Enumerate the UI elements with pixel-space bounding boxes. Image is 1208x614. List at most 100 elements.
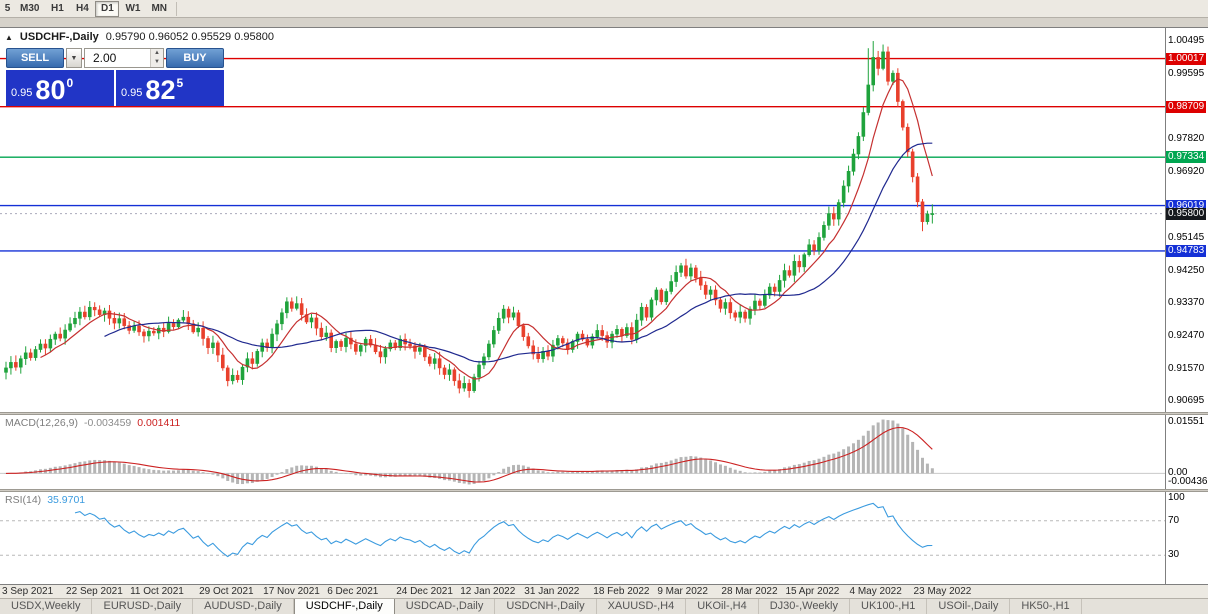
chart-tab[interactable]: USDCNH-,Daily [495, 599, 597, 614]
chart-header: ▲ USDCHF-,Daily 0.95790 0.96052 0.95529 … [5, 31, 274, 43]
date-label: 9 Mar 2022 [657, 586, 708, 597]
price-axis-label: 0.93370 [1168, 296, 1205, 308]
price-axis-label: 0.94250 [1168, 264, 1205, 276]
date-label: 31 Jan 2022 [524, 586, 580, 597]
lot-size-value: 2.00 [93, 51, 117, 65]
rsi-axis-label: 30 [1168, 549, 1180, 561]
price-axis-label: 0.92470 [1168, 329, 1205, 341]
macd-axis-label: 0.00 [1168, 467, 1188, 479]
macd-label: MACD(12,26,9) [5, 417, 78, 429]
stepper-down-icon[interactable]: ▼ [151, 58, 163, 67]
macd-header: MACD(12,26,9) -0.003459 0.001411 [5, 417, 180, 429]
timeframe-button-d1[interactable]: D1 [95, 0, 120, 17]
buy-price-sup: 5 [176, 76, 184, 90]
date-label: 18 Feb 2022 [593, 586, 650, 597]
timeframe-button-w1[interactable]: W1 [125, 3, 141, 14]
chart-tab[interactable]: USOil-,Daily [927, 599, 1011, 614]
price-line-label: 0.98709 [1166, 100, 1207, 113]
rsi-axis[interactable]: 100 70 30 [1166, 492, 1208, 584]
timeframe-button-h1[interactable]: H1 [51, 3, 64, 14]
chart-tab-bar: USDX,Weekly EURUSD-,Daily AUDUSD-,Daily USD… [0, 598, 1208, 614]
chart-tab[interactable]: USDCHF-,Daily [293, 599, 395, 614]
macd-axis-label: -0.00436 [1168, 476, 1208, 487]
sell-price-big: 80 [35, 75, 66, 105]
lot-stepper[interactable]: ▲ ▼ [150, 49, 163, 67]
price-axis-label: 0.91570 [1168, 363, 1205, 374]
sell-price-sup: 0 [66, 76, 74, 90]
price-axis-label: 0.90695 [1168, 395, 1205, 407]
date-label: 17 Nov 2021 [263, 586, 320, 597]
buy-price-big: 82 [145, 75, 176, 105]
date-label: 3 Sep 2021 [2, 586, 54, 597]
timeframe-button-5[interactable]: 5 [4, 3, 11, 14]
panel-splitter[interactable] [0, 489, 1208, 492]
macd-main-value: -0.003459 [83, 417, 132, 429]
buy-price-prefix: 0.95 [121, 87, 143, 99]
chart-ohlc-values: 0.95790 0.96052 0.95529 0.95800 [105, 31, 274, 43]
rsi-label: RSI(14) [5, 494, 42, 506]
timeframe-toolbar: 5 M30 H1 H4 D1 W1 MN [0, 0, 1208, 18]
price-axis-label: 1.00495 [1168, 35, 1205, 47]
price-axis-label: 0.97820 [1168, 133, 1205, 145]
price-line-label: 1.00017 [1166, 52, 1207, 65]
macd-signal-value: 0.001411 [137, 417, 181, 429]
macd-axis[interactable]: 0.01551 0.00 -0.00436 [1166, 415, 1208, 489]
chart-border-top [0, 27, 1208, 28]
chart-tab[interactable]: EURUSD-,Daily [92, 599, 194, 614]
date-label: 15 Apr 2022 [785, 586, 840, 597]
rsi-chart[interactable] [0, 492, 1165, 584]
rsi-axis-label: 70 [1168, 514, 1180, 526]
chevron-down-icon: ▼ [70, 54, 78, 62]
date-label: 24 Dec 2021 [396, 586, 453, 597]
timeframe-button-m30[interactable]: M30 [20, 3, 40, 14]
price-line-label: 0.94783 [1166, 244, 1207, 257]
chart-tab[interactable]: XAUUSD-,H4 [597, 599, 687, 614]
rsi-value: 35.9701 [47, 494, 86, 506]
one-click-trading-panel: SELL ▼ 2.00 ▲ ▼ BUY 0.95 80 0 [6, 48, 224, 106]
chart-tab[interactable]: USDCAD-,Daily [395, 599, 496, 614]
lot-size-input[interactable]: 2.00 ▲ ▼ [84, 48, 164, 68]
macd-axis-label: 0.01551 [1168, 416, 1205, 427]
panel-splitter[interactable] [0, 412, 1208, 415]
date-label: 4 May 2022 [849, 586, 902, 597]
price-axis[interactable]: 1.00495 1.00017 0.99595 0.98709 0.97820 0.973… [1166, 28, 1208, 412]
order-type-dropdown[interactable]: ▼ [66, 48, 82, 68]
date-label: 6 Dec 2021 [327, 586, 379, 597]
date-label: 12 Jan 2022 [460, 586, 516, 597]
macd-panel: MACD(12,26,9) -0.003459 0.001411 [0, 415, 1166, 489]
chart-tab[interactable]: UKOil-,H4 [686, 599, 759, 614]
rsi-header: RSI(14) 35.9701 [5, 494, 85, 506]
date-label: 23 May 2022 [913, 586, 972, 597]
price-axis-label: 0.96920 [1168, 166, 1205, 178]
chart-tab[interactable]: DJ30-,Weekly [759, 599, 850, 614]
chart-title: USDCHF-,Daily [19, 31, 99, 43]
chart-tab[interactable]: HK50-,H1 [1010, 599, 1082, 614]
date-label: 28 Mar 2022 [721, 586, 778, 597]
price-line-label: 0.95800 [1166, 207, 1207, 220]
rsi-axis-label: 100 [1168, 492, 1185, 503]
toolbar-separator [176, 1, 178, 16]
rsi-panel: RSI(14) 35.9701 [0, 492, 1166, 584]
timeframe-button-mn[interactable]: MN [151, 3, 168, 14]
chart-tab[interactable]: AUDUSD-,Daily [193, 599, 294, 614]
sell-button[interactable]: SELL [6, 48, 64, 68]
price-panel: ▲ USDCHF-,Daily 0.95790 0.96052 0.95529 … [0, 28, 1166, 412]
date-label: 11 Oct 2021 [130, 586, 184, 597]
chart-tab[interactable]: USDX,Weekly [0, 599, 93, 614]
price-axis-label: 0.95145 [1168, 231, 1205, 243]
sell-price-prefix: 0.95 [11, 87, 33, 99]
price-axis-label: 0.99595 [1168, 68, 1205, 80]
buy-button[interactable]: BUY [166, 48, 224, 68]
stepper-up-icon[interactable]: ▲ [151, 49, 163, 58]
sell-price-display[interactable]: 0.95 80 0 [6, 70, 114, 106]
timeframe-button-h4[interactable]: H4 [76, 3, 89, 14]
date-axis[interactable]: 3 Sep 2021 22 Sep 2021 11 Oct 2021 29 Oct 2… [0, 584, 1208, 598]
date-label: 29 Oct 2021 [199, 586, 254, 597]
price-chart[interactable] [0, 28, 1165, 412]
buy-price-display[interactable]: 0.95 82 5 [116, 70, 224, 106]
one-click-collapse-icon[interactable]: ▲ [5, 32, 13, 42]
chart-tab[interactable]: UK100-,H1 [850, 599, 928, 614]
window-gap [0, 18, 1208, 27]
price-line-label: 0.97334 [1166, 151, 1207, 164]
macd-chart[interactable] [0, 415, 1165, 489]
